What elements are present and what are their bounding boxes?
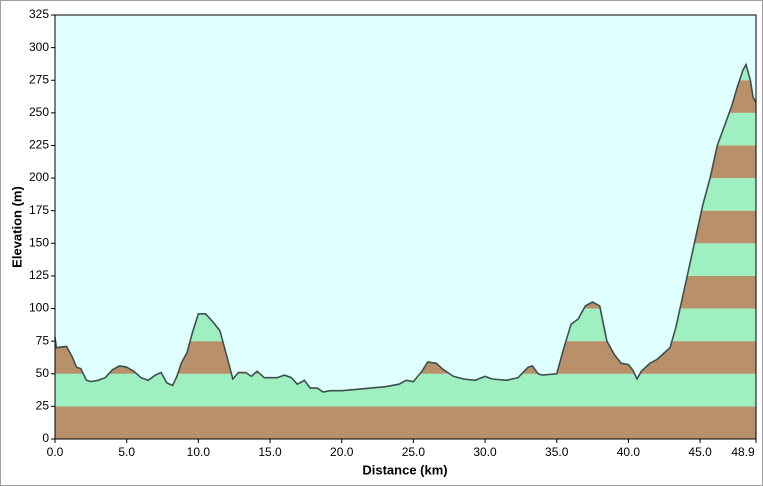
x-tick-label: 35.0 bbox=[545, 445, 569, 459]
elevation-line bbox=[54, 62, 757, 393]
x-tick-label: 5.0 bbox=[118, 445, 135, 459]
x-tick-label: 45.0 bbox=[688, 445, 712, 459]
y-axis-title: Elevation (m) bbox=[9, 186, 24, 268]
elevation-band bbox=[55, 406, 756, 439]
y-tick-label: 250 bbox=[29, 105, 49, 119]
x-axis-title: Distance (km) bbox=[362, 462, 447, 477]
y-tick-label: 0 bbox=[42, 431, 49, 445]
plot-area bbox=[55, 15, 756, 439]
y-tick-label: 175 bbox=[29, 203, 49, 217]
x-tick-label: 10.0 bbox=[187, 445, 211, 459]
y-tick-label: 75 bbox=[36, 333, 50, 347]
x-tick-label: 0.0 bbox=[47, 445, 64, 459]
x-tick-label: 48.9 bbox=[731, 445, 755, 459]
y-tick-label: 150 bbox=[29, 235, 49, 249]
x-tick-label: 30.0 bbox=[473, 445, 497, 459]
y-tick-label: 100 bbox=[29, 301, 49, 315]
y-tick-label: 25 bbox=[36, 399, 50, 413]
x-tick-label: 20.0 bbox=[330, 445, 354, 459]
y-tick-label: 325 bbox=[29, 7, 49, 21]
plot-border bbox=[54, 14, 757, 440]
y-tick-label: 300 bbox=[29, 40, 49, 54]
y-tick-label: 125 bbox=[29, 268, 49, 282]
x-tick-label: 15.0 bbox=[258, 445, 282, 459]
y-tick-label: 275 bbox=[29, 72, 49, 86]
y-tick-label: 225 bbox=[29, 138, 49, 152]
y-tick-label: 50 bbox=[36, 366, 50, 380]
x-tick-label: 25.0 bbox=[402, 445, 426, 459]
y-tick-label: 200 bbox=[29, 170, 49, 184]
x-tick-label: 40.0 bbox=[617, 445, 641, 459]
